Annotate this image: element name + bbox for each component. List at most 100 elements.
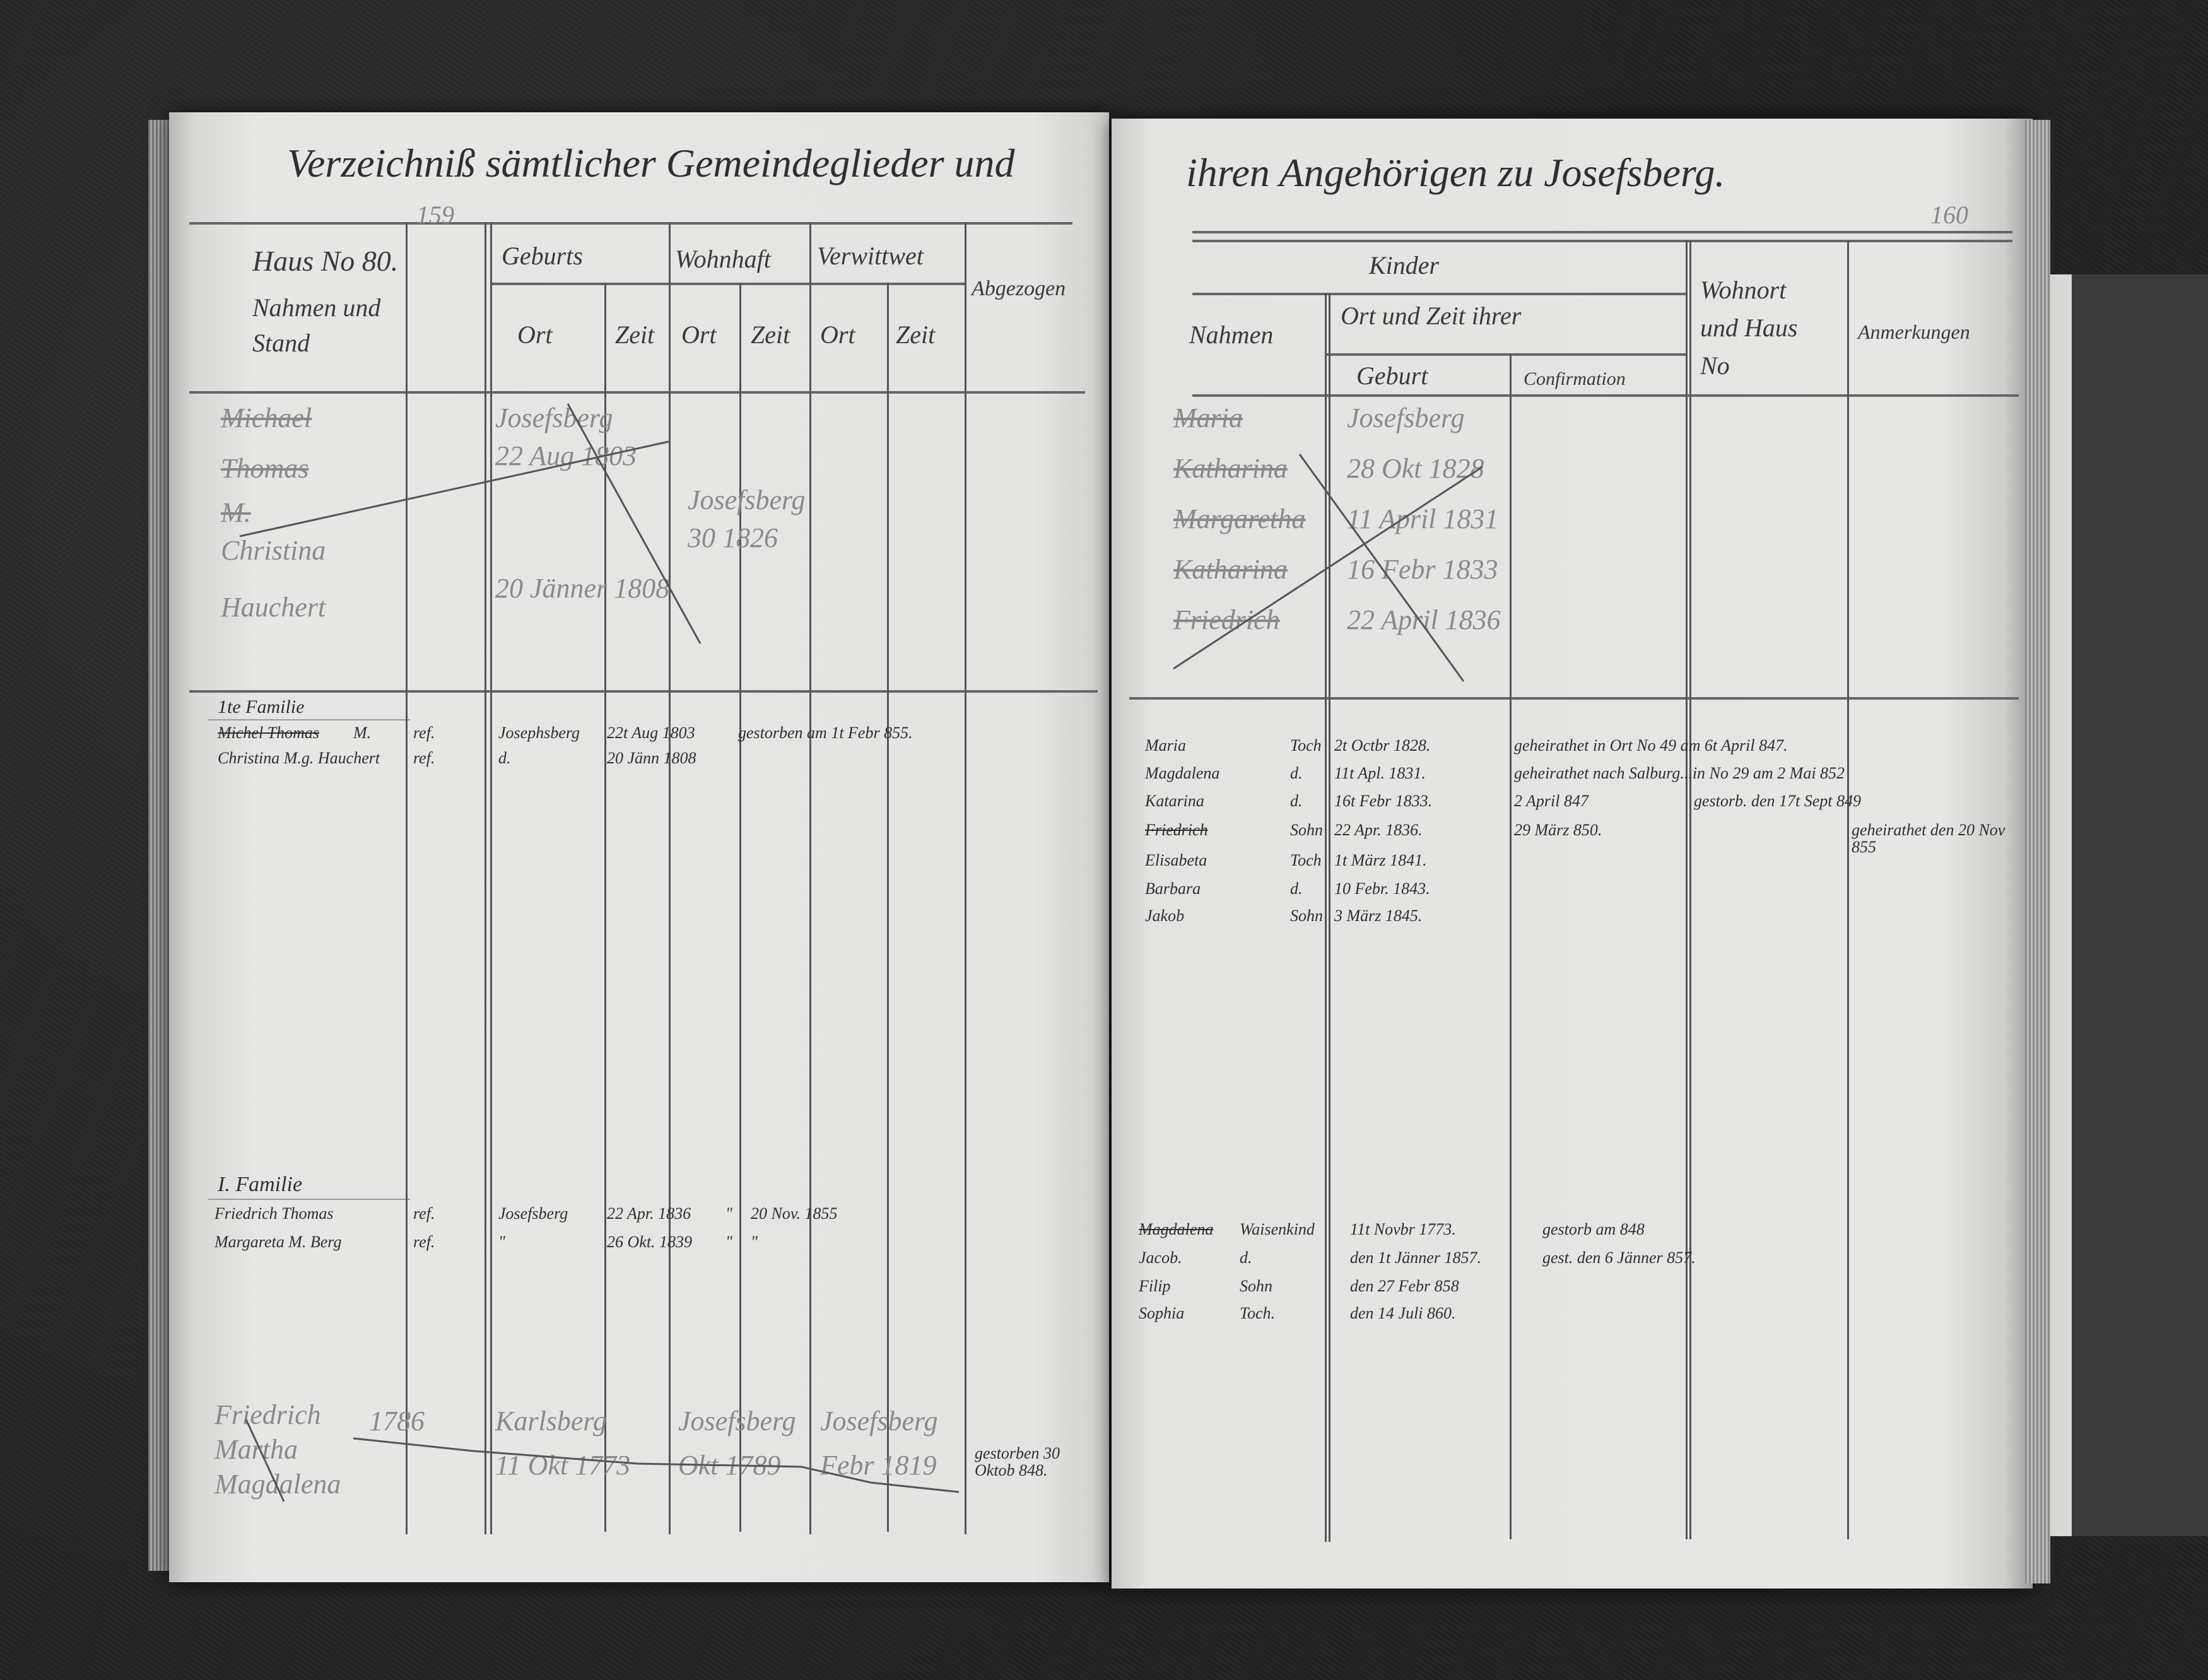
header-time: Zeit	[751, 320, 790, 349]
child-birth: den 1t Jänner 1857.	[1350, 1248, 1481, 1267]
child-relation: Sohn	[1240, 1277, 1272, 1295]
child-confirmation: geheirathet nach Salburg...in No 29 am 2…	[1514, 764, 1845, 782]
crossed-child-name: Margaretha	[1173, 503, 1306, 534]
child-name: Maria	[1145, 736, 1186, 755]
member-residence: "	[725, 1204, 732, 1223]
rule-children	[1192, 293, 1688, 295]
header-confirmation: Confirmation	[1524, 368, 1626, 389]
rule-section	[189, 690, 1098, 693]
crossed-entry: Josefsberg	[678, 1406, 796, 1436]
right-page-title: ihren Angehörigen zu Josefsberg.	[1186, 150, 1725, 195]
child-confirmation: 29 März 850.	[1514, 821, 1602, 839]
col-line	[739, 283, 741, 1532]
crossed-child-name: Maria	[1173, 402, 1243, 433]
crossed-residence: Josefsberg	[688, 485, 806, 515]
child-birth: 11t Apl. 1831.	[1334, 764, 1426, 782]
child-name: Filip	[1139, 1277, 1171, 1295]
child-birth: 10 Febr. 1843.	[1334, 879, 1430, 898]
child-relation: Toch	[1290, 736, 1322, 755]
crossed-name: Friedrich	[214, 1399, 321, 1430]
child-birth: den 14 Juli 860.	[1350, 1304, 1456, 1322]
crossed-residence-date: 30 1826	[688, 522, 778, 553]
child-confirmation: geheirathet in Ort No 49 am 6t April 847…	[1514, 736, 1788, 755]
crossed-child-birth: 22 April 1836	[1347, 604, 1501, 635]
death-remark: gestorben 30 Oktob 848.	[975, 1444, 1060, 1480]
header-place: Ort	[681, 320, 717, 349]
crossed-birth-place: Josefsberg	[495, 402, 613, 433]
header-birth: Geburts	[502, 242, 583, 270]
crossed-name: Thomas	[221, 453, 309, 484]
rule-header-top	[189, 222, 1072, 225]
crossed-entry: 1786	[369, 1406, 425, 1436]
member-birth-date: 20 Jänn 1808	[607, 749, 696, 767]
member-remark: gestorben am 1t Febr 855.	[738, 724, 913, 742]
header-place: Ort	[820, 320, 855, 349]
crossed-child-birth: Josefsberg	[1347, 402, 1465, 433]
col-line	[406, 222, 408, 1534]
child-relation: Sohn	[1290, 821, 1323, 839]
crossed-name: Magdalena	[214, 1469, 341, 1500]
header-time: Zeit	[615, 320, 655, 349]
col-line	[484, 222, 486, 1534]
header-remarks: Anmerkungen	[1858, 320, 1970, 343]
child-relation: d.	[1290, 792, 1303, 810]
crossed-entry: 11 Okt 1773	[495, 1450, 631, 1481]
rule-place-time	[1327, 353, 1688, 356]
child-relation: Waisenkind	[1240, 1220, 1315, 1238]
crossed-child-birth: 16 Febr 1833	[1347, 554, 1498, 585]
child-birth: 22 Apr. 1836.	[1334, 821, 1423, 839]
left-page-title: Verzeichniß sämtlicher Gemeindeglieder u…	[287, 141, 1015, 185]
crossed-name: Christina	[221, 535, 326, 566]
crossed-child-birth: 28 Okt 1828	[1347, 453, 1484, 484]
crossed-name: Martha	[214, 1434, 298, 1465]
col-line	[1329, 293, 1330, 1542]
child-relation: d.	[1240, 1248, 1252, 1267]
header-names: Nahmen	[1189, 320, 1274, 349]
left-page	[169, 112, 1109, 1582]
member-religion: ref.	[413, 1204, 435, 1223]
col-line	[1510, 353, 1512, 1539]
child-name: Magdalena	[1139, 1220, 1214, 1238]
member-birth-place: "	[498, 1233, 505, 1251]
col-line	[1689, 240, 1691, 1539]
crossed-entry: Okt 1789	[678, 1450, 781, 1481]
child-residence: gestorb. den 17t Sept 849	[1694, 792, 1862, 810]
member-birth-date: 22 Apr. 1836	[607, 1204, 691, 1223]
header-place: Ort	[517, 320, 553, 349]
rule-family-label	[208, 1199, 410, 1200]
member-name: Margareta M. Berg	[214, 1233, 342, 1251]
header-time: Zeit	[896, 320, 936, 349]
child-name: Magdalena	[1145, 764, 1220, 782]
col-line	[1847, 240, 1849, 1539]
rule-section	[1129, 697, 2019, 700]
family-label: 1te Familie	[218, 696, 305, 717]
crossed-entry: Josefsberg	[820, 1406, 938, 1436]
crossed-entry: Febr 1819	[820, 1450, 937, 1481]
child-confirmation: 2 April 847	[1514, 792, 1588, 810]
crossed-name: Hauchert	[221, 592, 326, 623]
member-name: Friedrich Thomas	[214, 1204, 334, 1223]
child-relation: Toch	[1290, 851, 1322, 869]
rule-header-bottom	[189, 391, 1085, 394]
col-line	[1325, 293, 1327, 1542]
child-relation: d.	[1290, 879, 1303, 898]
member-residence: "	[725, 1233, 732, 1251]
member-name: Christina M.g. Hauchert	[218, 749, 380, 767]
member-religion: ref.	[413, 724, 435, 742]
header-residence-house: Wohnort und Haus No	[1700, 276, 1798, 380]
crossed-child-name: Katharina	[1173, 554, 1288, 585]
member-religion: ref.	[413, 1233, 435, 1251]
crossed-child-birth: 11 April 1831	[1347, 503, 1499, 534]
child-birth: 1t März 1841.	[1334, 851, 1427, 869]
header-birth: Geburt	[1356, 361, 1428, 390]
child-confirmation: gest. den 6 Jänner 857.	[1542, 1248, 1696, 1267]
col-line	[604, 283, 606, 1532]
header-place-time: Ort und Zeit ihrer	[1341, 302, 1522, 330]
child-birth: 16t Febr 1833.	[1334, 792, 1433, 810]
rule-header-top	[1192, 240, 2012, 242]
child-name: Friedrich	[1145, 821, 1208, 839]
child-birth: 2t Octbr 1828.	[1334, 736, 1431, 755]
child-name: Barbara	[1145, 879, 1201, 898]
crossed-birth-date: 20 Jänner 1808	[495, 573, 670, 604]
child-birth: den 27 Febr 858	[1350, 1277, 1459, 1295]
